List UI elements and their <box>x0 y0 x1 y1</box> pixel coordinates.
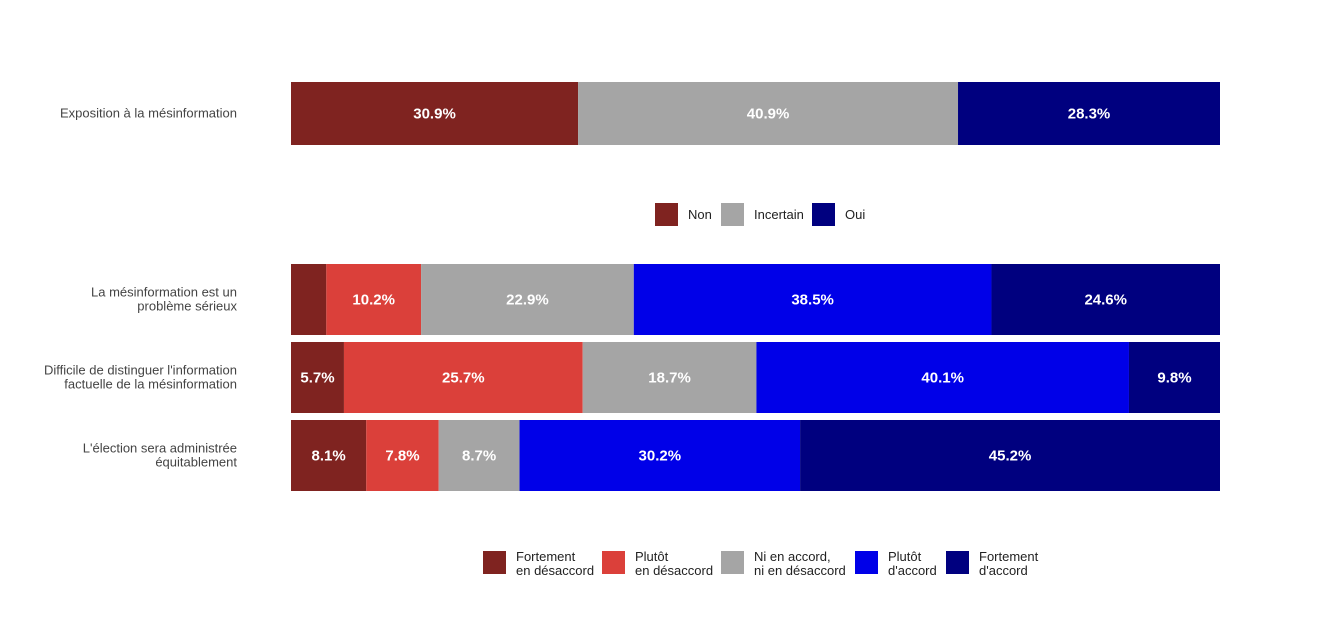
legend-item-plutot-en-desaccord: Plutôt en désaccord <box>602 549 713 578</box>
legend-item-non: Non <box>655 203 712 226</box>
data-label-plutot-d-accord-1: 38.5% <box>791 292 834 309</box>
data-label-plutot-en-desaccord-2: 25.7% <box>442 370 485 387</box>
legend-item-ni-en-accord-ni-en-desaccord: Ni en accord, ni en désaccord <box>721 549 846 578</box>
legend-label-ni-en-accord-ni-en-desaccord: Ni en accord, ni en désaccord <box>754 549 846 578</box>
category-label-la-mesinformation-est-un-probleme-serieux: La mésinformation est un problème sérieux <box>91 285 237 314</box>
legend-swatch-oui <box>812 203 835 226</box>
bar-segment-ni-en-accord-ni-en-desaccord-3 <box>438 420 520 491</box>
bar-segment-plutot-en-desaccord-3 <box>366 420 439 491</box>
category-label-exposition-a-la-mesinformation: Exposition à la mésinformation <box>60 106 237 121</box>
data-label-incertain-1: 40.9% <box>747 106 790 123</box>
data-label-oui-1: 28.3% <box>1068 106 1111 123</box>
bar-segment-plutot-en-desaccord-2 <box>343 342 583 413</box>
data-label-fortement-d-accord-3: 45.2% <box>989 448 1032 465</box>
bar-segment-fortement-d-accord-1 <box>991 264 1220 335</box>
opinion-chart-panel: La mésinformation est un problème sérieux… <box>44 264 1220 491</box>
legend-swatch-plutot-d-accord <box>855 551 878 574</box>
bar-segment-fortement-en-desaccord-1 <box>291 264 327 335</box>
legend-swatch-fortement-d-accord <box>946 551 969 574</box>
legend-label-incertain: Incertain <box>754 207 804 222</box>
bar-segment-ni-en-accord-ni-en-desaccord-1 <box>421 264 634 335</box>
data-label-fortement-en-desaccord-2: 5.7% <box>300 370 334 387</box>
data-label-ni-en-accord-ni-en-desaccord-1: 22.9% <box>506 292 549 309</box>
legend-item-fortement-en-desaccord: Fortement en désaccord <box>483 549 594 578</box>
data-label-plutot-d-accord-3: 30.2% <box>639 448 682 465</box>
legend-item-fortement-d-accord: Fortement d'accord <box>946 549 1039 578</box>
bar-segment-plutot-d-accord-3 <box>519 420 801 491</box>
bar-segment-non-1 <box>291 82 579 145</box>
legend-label-fortement-d-accord: Fortement d'accord <box>979 549 1039 578</box>
bar-segment-fortement-en-desaccord-2 <box>291 342 344 413</box>
bar-segment-fortement-d-accord-3 <box>800 420 1220 491</box>
legend-label-non: Non <box>688 207 712 222</box>
bar-segment-plutot-d-accord-1 <box>633 264 992 335</box>
bar-segment-fortement-d-accord-2 <box>1128 342 1220 413</box>
legend-label-oui: Oui <box>845 207 865 222</box>
data-label-ni-en-accord-ni-en-desaccord-3: 8.7% <box>462 448 496 465</box>
opinion-legend: Fortement en désaccord Plutôt en désaccord N… <box>483 549 1039 578</box>
bar-segment-plutot-en-desaccord-1 <box>326 264 422 335</box>
bar-segment-ni-en-accord-ni-en-desaccord-2 <box>582 342 757 413</box>
legend-label-fortement-en-desaccord: Fortement en désaccord <box>516 549 594 578</box>
legend-label-plutot-d-accord: Plutôt d'accord <box>888 549 937 578</box>
data-label-plutot-d-accord-2: 40.1% <box>921 370 964 387</box>
legend-item-incertain: Incertain <box>721 203 804 226</box>
data-label-non-1: 30.9% <box>413 106 456 123</box>
exposure-chart-panel: Exposition à la mésinformation 30.9% 40.9%… <box>60 82 1220 145</box>
legend-swatch-non <box>655 203 678 226</box>
data-label-ni-en-accord-ni-en-desaccord-2: 18.7% <box>648 370 691 387</box>
data-label-fortement-en-desaccord-3: 8.1% <box>312 448 346 465</box>
legend-swatch-incertain <box>721 203 744 226</box>
legend-item-plutot-d-accord: Plutôt d'accord <box>855 549 937 578</box>
category-label-difficile-de-distinguer-l-information-factuelle-de-la-mesinformation: Difficile de distinguer l'information fac… <box>44 363 237 392</box>
bar-segment-plutot-d-accord-2 <box>756 342 1129 413</box>
legend-swatch-plutot-en-desaccord <box>602 551 625 574</box>
bar-segment-fortement-en-desaccord-3 <box>291 420 367 491</box>
exposure-legend: Non Incertain Oui <box>655 203 865 226</box>
category-label-l-election-sera-administree-equitablement: L'élection sera administrée équitablement <box>83 441 238 470</box>
legend-swatch-ni-en-accord-ni-en-desaccord <box>721 551 744 574</box>
legend-label-plutot-en-desaccord: Plutôt en désaccord <box>635 549 713 578</box>
data-label-fortement-d-accord-2: 9.8% <box>1157 370 1191 387</box>
legend-item-oui: Oui <box>812 203 865 226</box>
data-label-fortement-d-accord-1: 24.6% <box>1084 292 1127 309</box>
bar-segment-oui-1 <box>958 82 1220 145</box>
data-label-plutot-en-desaccord-1: 10.2% <box>352 292 395 309</box>
legend-swatch-fortement-en-desaccord <box>483 551 506 574</box>
bar-segment-incertain-1 <box>578 82 959 145</box>
data-label-plutot-en-desaccord-3: 7.8% <box>385 448 419 465</box>
